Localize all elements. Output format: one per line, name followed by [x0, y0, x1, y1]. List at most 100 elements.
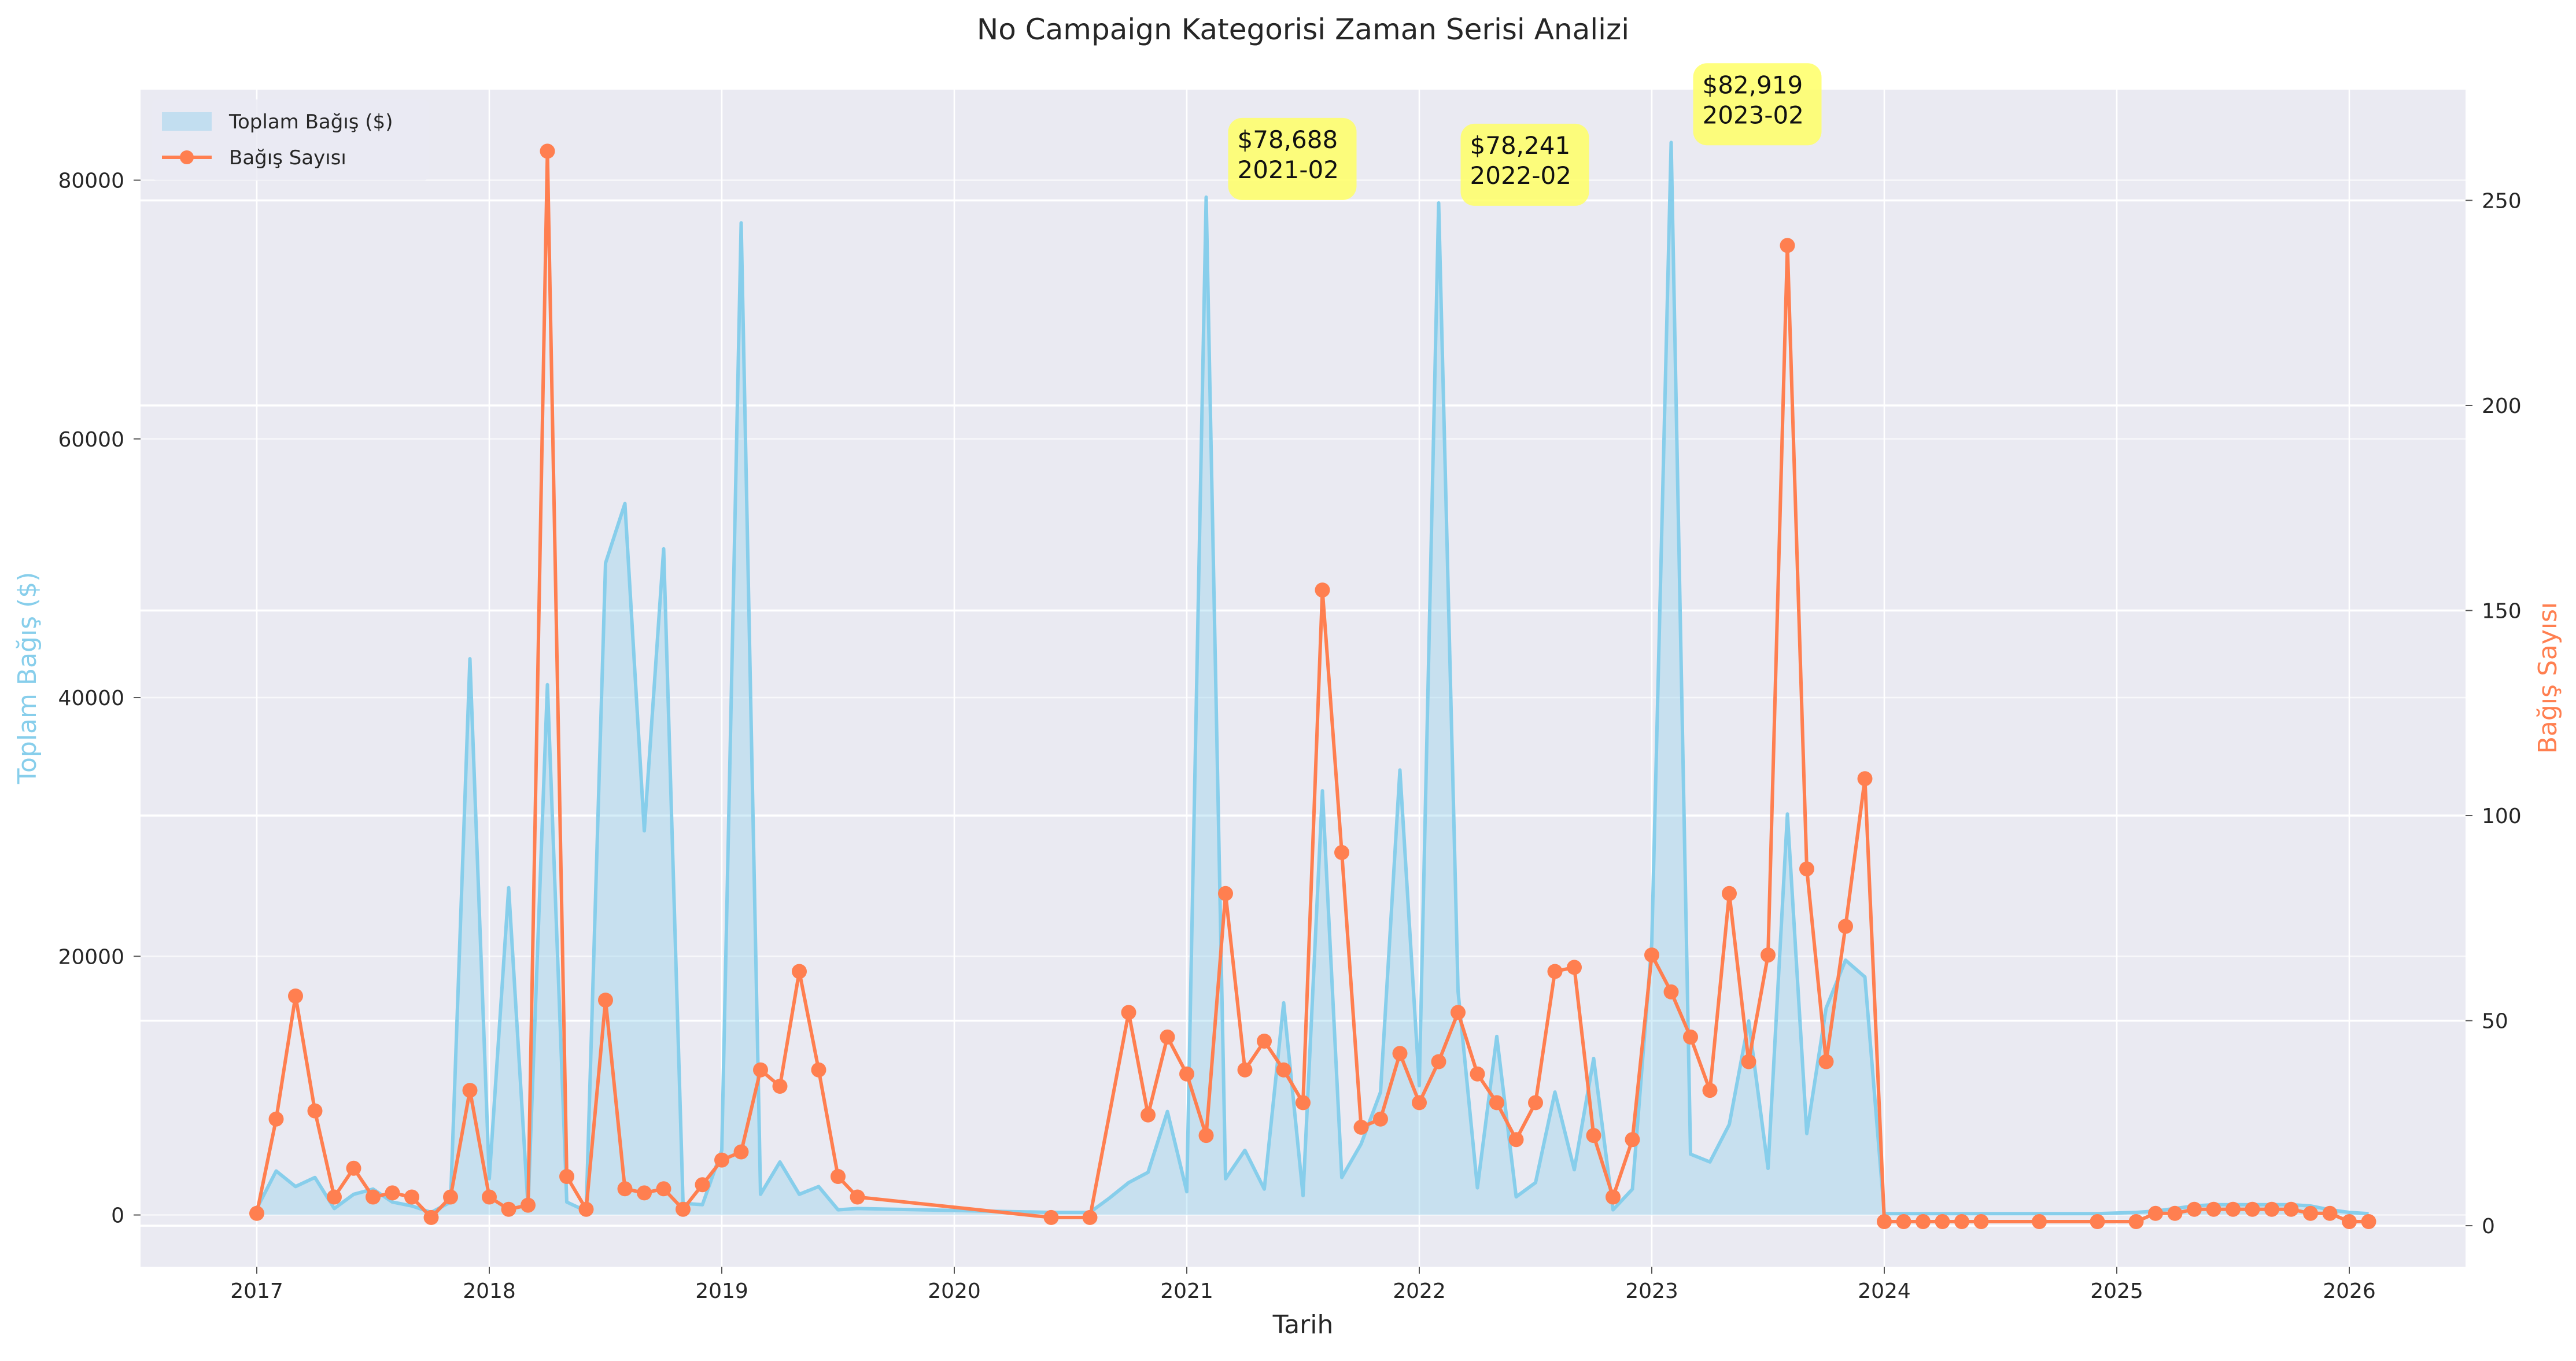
count-point	[1838, 919, 1853, 934]
legend-swatch-count-marker	[180, 150, 194, 164]
count-markers	[249, 143, 2376, 1229]
count-point	[443, 1189, 458, 1205]
count-point	[1973, 1214, 1989, 1229]
count-point	[307, 1103, 323, 1119]
chart-title: No Campaign Kategorisi Zaman Serisi Anal…	[977, 13, 1629, 46]
count-point	[1043, 1209, 1059, 1225]
count-point	[1121, 1005, 1136, 1020]
count-point	[288, 989, 303, 1004]
count-point	[2342, 1214, 2357, 1229]
count-point	[1373, 1111, 1388, 1127]
y-right-tick-label: 150	[2482, 600, 2522, 624]
count-point	[1644, 947, 1659, 963]
y-right-tick-label: 0	[2482, 1215, 2495, 1238]
count-point	[850, 1189, 865, 1205]
annotation-box	[1460, 123, 1589, 206]
y-right-tick-label: 200	[2482, 394, 2522, 418]
count-point	[1218, 886, 1233, 901]
count-point	[1702, 1083, 1718, 1098]
count-point	[1935, 1214, 1950, 1229]
y-right-tick-label: 100	[2482, 805, 2522, 828]
y-right-tick-label: 50	[2482, 1010, 2508, 1034]
count-point	[656, 1181, 671, 1197]
count-point	[249, 1205, 264, 1221]
count-point	[1179, 1066, 1194, 1082]
count-point	[1412, 1095, 1427, 1111]
count-point	[811, 1062, 826, 1078]
count-point	[1877, 1214, 1892, 1229]
count-point	[1683, 1029, 1698, 1045]
count-point	[1528, 1095, 1543, 1111]
count-point	[1857, 771, 1873, 787]
x-axis-label: Tarih	[1272, 1310, 1334, 1340]
count-point	[1237, 1062, 1253, 1078]
x-tick-label: 2026	[2323, 1279, 2376, 1303]
count-point	[1392, 1046, 1408, 1061]
count-point	[617, 1181, 633, 1197]
legend-swatch-amount	[162, 112, 212, 131]
count-point	[2032, 1214, 2047, 1229]
count-point	[1606, 1189, 1621, 1205]
count-point	[753, 1062, 768, 1078]
count-point	[1799, 861, 1814, 877]
count-point	[1916, 1214, 1931, 1229]
count-point	[1722, 886, 1737, 901]
count-point	[598, 993, 613, 1008]
count-point	[1780, 238, 1795, 253]
count-point	[385, 1185, 400, 1201]
count-point	[1818, 1054, 1834, 1069]
count-point	[792, 964, 807, 979]
count-point	[1625, 1132, 1640, 1148]
count-point	[733, 1144, 749, 1160]
annotation-value: $78,688	[1238, 126, 1338, 154]
y-left-tick-label: 80000	[58, 169, 124, 193]
count-point	[772, 1079, 788, 1094]
legend-label-count: Bağış Sayısı	[229, 146, 346, 169]
count-point	[366, 1189, 381, 1205]
count-point	[1567, 960, 1582, 975]
y-left-tick-label: 20000	[58, 945, 124, 969]
count-point	[268, 1111, 284, 1127]
count-point	[1141, 1107, 1156, 1123]
count-point	[2264, 1201, 2279, 1217]
count-point	[404, 1189, 419, 1205]
count-point	[521, 1197, 536, 1213]
count-point	[1257, 1034, 1272, 1049]
y-right-tick-label: 250	[2482, 189, 2522, 213]
x-tick-label: 2024	[1858, 1279, 1911, 1303]
count-point	[1489, 1095, 1504, 1111]
annotation-box	[1693, 63, 1822, 146]
count-point	[1315, 582, 1330, 598]
count-point	[2167, 1205, 2183, 1221]
count-point	[327, 1189, 342, 1205]
count-point	[1954, 1214, 1969, 1229]
x-tick-label: 2021	[1160, 1279, 1213, 1303]
count-point	[831, 1169, 846, 1184]
x-tick-label: 2025	[2090, 1279, 2143, 1303]
count-point	[714, 1152, 729, 1168]
annotation-value: $82,919	[1703, 71, 1803, 99]
count-point	[1663, 984, 1679, 999]
annotation-value: $78,241	[1470, 131, 1571, 160]
count-point	[1431, 1054, 1446, 1069]
legend-label-amount: Toplam Bağış ($)	[228, 110, 393, 134]
x-tick-label: 2023	[1625, 1279, 1678, 1303]
count-point	[2090, 1214, 2105, 1229]
count-point	[2206, 1201, 2221, 1217]
count-point	[2322, 1205, 2338, 1221]
count-point	[637, 1185, 652, 1201]
count-point	[1470, 1066, 1485, 1082]
count-point	[1508, 1132, 1524, 1148]
annotation-box	[1228, 117, 1357, 200]
count-point	[559, 1169, 574, 1184]
count-point	[695, 1177, 710, 1193]
count-point	[2187, 1201, 2202, 1217]
x-tick-label: 2020	[928, 1279, 981, 1303]
annotation-date: 2021-02	[1238, 156, 1339, 184]
